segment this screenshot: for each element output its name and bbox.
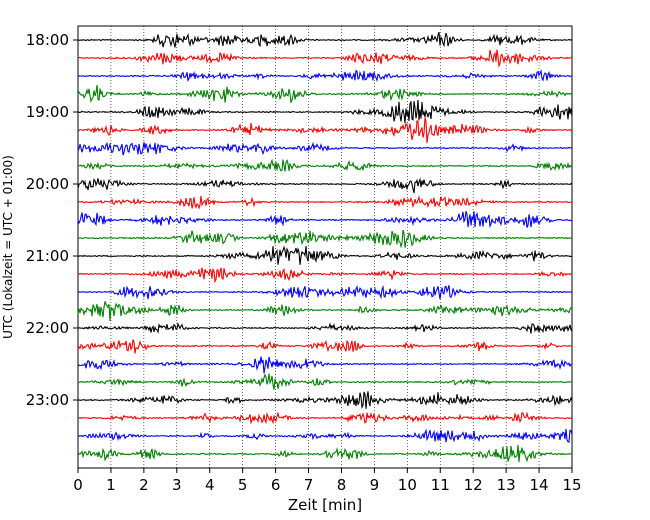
x-axis-ticks: 0 1 2 3 4 5 6 7 8 9 10 11 12 13 14 15 — [73, 468, 582, 494]
plot-frame — [77, 25, 573, 469]
trace-1930 — [77, 141, 573, 156]
trace-2245 — [77, 373, 573, 390]
trace-2315 — [77, 411, 573, 425]
plot-area: 0 1 2 3 4 5 6 7 8 9 10 11 12 13 14 15 18:0019:0020:0021… — [26, 25, 582, 494]
trace-2030 — [77, 211, 573, 229]
trace-2200 — [77, 321, 573, 334]
x-tick-label: 7 — [304, 476, 314, 494]
x-tick-label: 1 — [106, 476, 116, 494]
trace-2330 — [77, 428, 573, 443]
x-tick-label: 13 — [497, 476, 516, 494]
y-tick-label: 18:00 — [26, 31, 69, 49]
trace-1830 — [77, 69, 573, 83]
x-tick-label: 5 — [238, 476, 248, 494]
x-tick-label: 0 — [73, 476, 83, 494]
x-tick-label: 9 — [370, 476, 380, 494]
x-tick-label: 12 — [464, 476, 483, 494]
trace-2145 — [77, 301, 573, 322]
y-axis-label: UTC (Lokalzeit = UTC + 01:00) — [1, 155, 15, 339]
trace-2045 — [77, 229, 573, 249]
seismic-traces — [77, 31, 573, 463]
trace-2000 — [77, 177, 573, 194]
trace-2345 — [77, 444, 573, 463]
trace-2215 — [77, 339, 573, 354]
x-tick-label: 8 — [337, 476, 347, 494]
x-tick-label: 3 — [172, 476, 182, 494]
x-tick-label: 15 — [562, 476, 581, 494]
y-tick-label: 21:00 — [26, 247, 69, 265]
trace-1845 — [77, 84, 573, 103]
trace-1945 — [77, 158, 573, 172]
y-tick-label: 19:00 — [26, 103, 69, 121]
trace-2130 — [77, 284, 573, 300]
x-tick-label: 6 — [271, 476, 281, 494]
trace-1900 — [77, 99, 573, 124]
trace-2015 — [77, 195, 573, 210]
x-tick-label: 14 — [530, 476, 549, 494]
x-tick-label: 4 — [205, 476, 215, 494]
trace-1915 — [77, 117, 573, 144]
trace-2230 — [77, 356, 573, 374]
y-axis-ticks: 18:00 19:00 20:00 21:00 22:00 23:00 — [26, 31, 78, 409]
trace-2100 — [77, 245, 573, 265]
y-tick-label: 22:00 — [26, 319, 69, 337]
x-tick-label: 10 — [398, 476, 417, 494]
x-tick-label: 11 — [431, 476, 450, 494]
trace-1815 — [77, 49, 573, 68]
trace-2115 — [77, 267, 573, 284]
x-axis-label: Zeit [min] — [288, 496, 362, 514]
y-tick-label: 23:00 — [26, 391, 69, 409]
trace-2300 — [77, 391, 573, 409]
y-tick-label: 20:00 — [26, 175, 69, 193]
x-tick-label: 2 — [139, 476, 149, 494]
trace-1800 — [77, 31, 573, 48]
